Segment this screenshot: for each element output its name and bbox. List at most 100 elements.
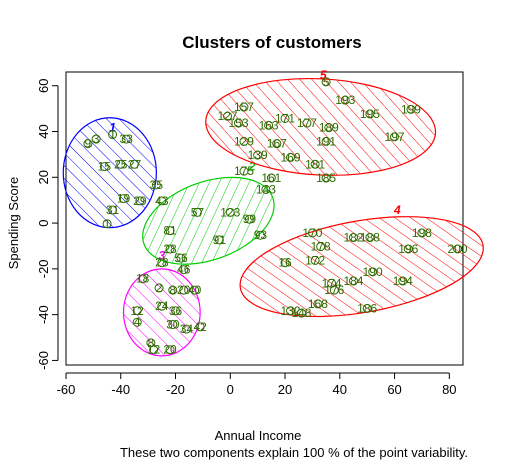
- data-point: [239, 166, 249, 176]
- data-point: [99, 162, 109, 172]
- data-point: [286, 152, 296, 162]
- cluster-4-label: 4: [393, 203, 401, 217]
- data-point: [176, 253, 186, 263]
- cluster-3-label: 3: [158, 249, 165, 263]
- point-label: 42: [193, 320, 207, 334]
- point-label: 171: [275, 111, 295, 125]
- point-label: 161: [261, 171, 281, 185]
- data-point: [362, 303, 372, 313]
- x-tick-label: -40: [111, 382, 130, 397]
- point-label: 129: [234, 134, 254, 148]
- x-tick-label: 80: [442, 382, 456, 397]
- point-label: 16: [278, 256, 292, 270]
- data-point: [135, 196, 145, 206]
- data-point: [313, 299, 323, 309]
- data-point: [116, 159, 126, 169]
- point-label: 139: [248, 148, 268, 162]
- point-label: 148: [291, 306, 311, 320]
- point-label: 27: [128, 157, 142, 171]
- point-label: 25: [114, 157, 128, 171]
- point-label: 56: [174, 251, 188, 265]
- data-point: [253, 150, 263, 160]
- point-label: 181: [305, 157, 325, 171]
- point-label: 12: [147, 343, 161, 357]
- data-point: [406, 104, 416, 114]
- point-label: 93: [254, 228, 268, 242]
- point-label: 188: [360, 231, 380, 245]
- data-point: [286, 306, 296, 316]
- data-point: [223, 111, 233, 121]
- data-point: [102, 219, 112, 229]
- point-label: 182: [343, 231, 363, 245]
- data-point: [195, 322, 205, 332]
- cluster-1-ellipse: [62, 117, 157, 229]
- point-label: 34: [180, 322, 194, 336]
- data-point: [165, 244, 175, 254]
- point-label: 40: [188, 283, 202, 297]
- data-point: [272, 139, 282, 149]
- point-label: 57: [191, 205, 205, 219]
- y-tick-label: -20: [36, 259, 51, 278]
- y-tick-label: 20: [36, 170, 51, 184]
- point-label: 178: [311, 240, 331, 254]
- point-label: 190: [363, 265, 383, 279]
- data-point: [321, 136, 331, 146]
- point-label: 143: [256, 182, 276, 196]
- point-label: 8: [148, 336, 155, 350]
- data-point: [239, 102, 249, 112]
- point-label: 177: [297, 116, 317, 130]
- point-label: 196: [398, 242, 418, 256]
- x-tick-label: 40: [333, 382, 347, 397]
- point-label: 20: [163, 343, 177, 357]
- cluster-2-label: 2: [248, 159, 256, 173]
- data-point: [233, 118, 243, 128]
- y-axis: -60 -40 -20 0 20 40 60: [36, 79, 59, 370]
- point-label: 28: [155, 256, 169, 270]
- data-point: [340, 95, 350, 105]
- cluster-2-ellipse: [142, 176, 275, 265]
- data-point: [280, 113, 290, 123]
- point-label: 1: [109, 128, 116, 142]
- data-point: [255, 230, 265, 240]
- point-label: 198: [412, 226, 432, 240]
- data-point: [266, 173, 276, 183]
- point-label: 81: [163, 224, 177, 238]
- point-label: 1: [104, 217, 111, 231]
- point-label: 132: [280, 304, 300, 318]
- point-label: 170: [302, 226, 322, 240]
- variability-note: These two components explain 100 % of th…: [120, 445, 468, 460]
- data-point: [179, 285, 189, 295]
- data-point: [154, 283, 164, 293]
- data-point: [398, 276, 408, 286]
- data-point: [390, 132, 400, 142]
- y-tick-label: 0: [36, 219, 51, 226]
- point-label: 168: [308, 297, 328, 311]
- data-point: [151, 180, 161, 190]
- data-point: [157, 258, 167, 268]
- data-point: [280, 258, 290, 268]
- data-point: [310, 255, 320, 265]
- data-point: [171, 306, 181, 316]
- point-label: 175: [234, 164, 254, 178]
- data-point: [168, 320, 178, 330]
- point-label: 28: [163, 242, 177, 256]
- data-point: [91, 134, 101, 144]
- point-label: 99: [243, 212, 257, 226]
- cluster-5-label: 5: [320, 68, 327, 82]
- data-point: [316, 242, 326, 252]
- data-point: [83, 139, 93, 149]
- data-point: [239, 136, 249, 146]
- data-point: [149, 345, 159, 355]
- point-label: 172: [305, 253, 325, 267]
- x-tick-label: 20: [278, 382, 292, 397]
- data-point: [324, 123, 334, 133]
- point-label: 2: [156, 281, 163, 295]
- data-point: [244, 214, 254, 224]
- data-point: [321, 77, 331, 87]
- chart-title: Clusters of customers: [182, 33, 362, 52]
- data-point: [302, 118, 312, 128]
- x-axis: -60 -40 -20 0 20 40 60 80: [57, 372, 457, 397]
